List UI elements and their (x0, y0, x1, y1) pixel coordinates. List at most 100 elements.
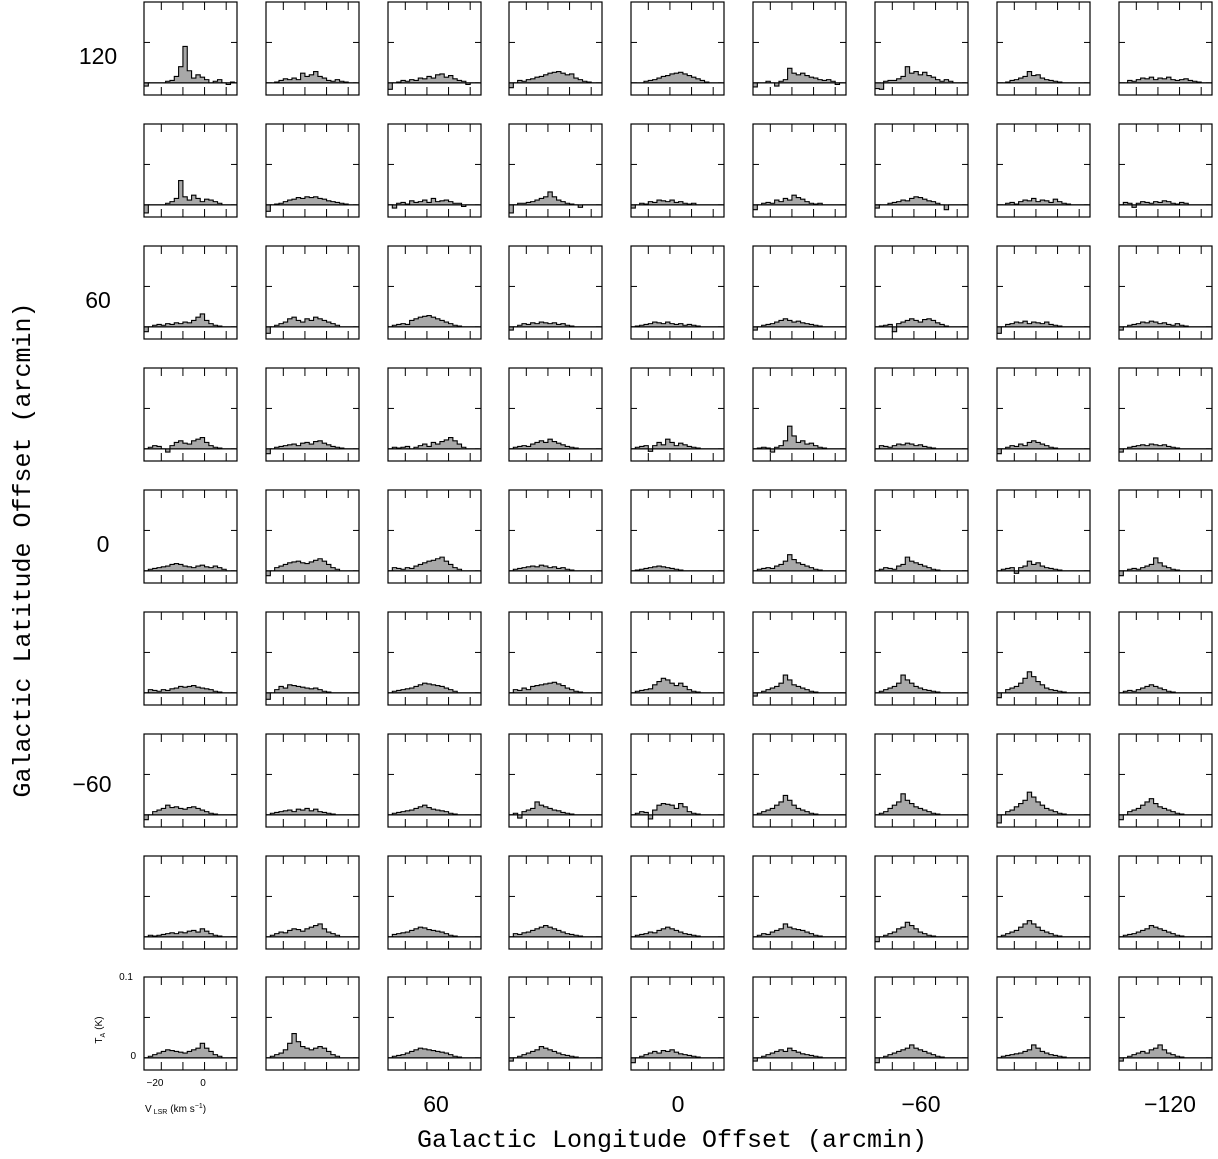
spectrum-line (631, 926, 722, 938)
panel-frame (752, 367, 847, 462)
spectrum-fill (388, 437, 479, 449)
x-tick-label: −120 (1144, 1091, 1196, 1117)
spectrum-panel (508, 976, 603, 1071)
spectrum-line (753, 1047, 844, 1062)
spectrum-fill (1119, 321, 1210, 331)
spectrum-fill (266, 558, 357, 576)
panel-frame (1118, 611, 1213, 706)
spectrum-panel (996, 611, 1091, 706)
panel-frame (508, 489, 603, 584)
spectrum-panel (752, 1, 847, 96)
panel-frame (996, 976, 1091, 1071)
spectrum-panel (630, 123, 725, 218)
panel-frame (265, 367, 360, 462)
panel-frame (630, 489, 725, 584)
spectrum-line (753, 554, 844, 572)
panel-y-axis-label: TA(K) (94, 1016, 107, 1043)
spectrum-panel (387, 123, 482, 218)
panel-frame (508, 1, 603, 96)
panel-frame (387, 611, 482, 706)
spectrum-panel (630, 1, 725, 96)
panel-frame (996, 489, 1091, 584)
spectrum-panel (630, 855, 725, 950)
spectrum-line (144, 437, 235, 453)
panel-frame (508, 976, 603, 1071)
spectrum-panel (630, 733, 725, 828)
spectrum-line (1119, 76, 1210, 84)
panel-frame (752, 1, 847, 96)
spectrum-line (266, 71, 357, 84)
panel-frame (874, 611, 969, 706)
spectrum-line (509, 438, 600, 450)
panel-frame (143, 733, 238, 828)
panel-frame (143, 976, 238, 1071)
panel-frame (387, 733, 482, 828)
spectrum-line (875, 318, 966, 333)
spectrum-panel (996, 733, 1091, 828)
spectrum-panel (143, 489, 238, 584)
spectrum-panel (143, 245, 238, 340)
spectrum-panel (508, 1, 603, 96)
panel-frame (752, 611, 847, 706)
spectrum-panel (265, 489, 360, 584)
panel-frame (630, 245, 725, 340)
spectrum-line (875, 66, 966, 90)
panel-frame (387, 245, 482, 340)
spectrum-panel (996, 489, 1091, 584)
panel-frame (1118, 489, 1213, 584)
spectrum-fill (631, 927, 722, 937)
spectrum-panel (996, 367, 1091, 462)
spectrum-panel (996, 976, 1091, 1071)
panel-frame (387, 1, 482, 96)
spectrum-panel (630, 611, 725, 706)
spectrum-line (631, 803, 722, 820)
spectrum-fill (388, 1048, 479, 1058)
spectrum-fill (144, 685, 235, 693)
panel-frame (1118, 855, 1213, 950)
spectrum-line (388, 73, 479, 90)
spectrum-panel (874, 976, 969, 1071)
panel-frame (996, 733, 1091, 828)
spectrum-fill (1119, 798, 1210, 820)
spectrum-fill (266, 923, 357, 937)
spectrum-line (753, 318, 844, 331)
spectrum-panel (143, 1, 238, 96)
spectrum-fill (1119, 200, 1210, 208)
spectrum-panel (1118, 855, 1213, 950)
spectrum-fill (509, 565, 600, 571)
y-tick-label: 60 (85, 287, 111, 313)
panel-frame (874, 123, 969, 218)
spectrum-panel (508, 611, 603, 706)
spectrum-panel (1118, 1, 1213, 96)
spectrum-panel (265, 245, 360, 340)
spectrum-fill (388, 315, 479, 327)
spectrum-panel (874, 733, 969, 828)
spectrum-panel (387, 611, 482, 706)
panel-frame (508, 611, 603, 706)
spectrum-panel (143, 367, 238, 462)
spectrum-line (266, 923, 357, 938)
spectrum-fill (266, 440, 357, 454)
spectrum-fill (388, 927, 479, 937)
panel-x-axis-label: V LSR (km s−1) (145, 1103, 206, 1116)
spectrum-panel (752, 855, 847, 950)
panel-frame (508, 245, 603, 340)
spectrum-panel (387, 733, 482, 828)
panel-frame (508, 855, 603, 950)
spectrum-panel (265, 367, 360, 462)
spectrum-panel (143, 855, 238, 950)
spectrum-fill (266, 684, 357, 700)
spectrum-fill (997, 920, 1088, 937)
spectrum-fill (1119, 1044, 1210, 1062)
spectrum-line (144, 928, 235, 938)
spectrum-fill (875, 557, 966, 571)
spectrum-line (266, 196, 357, 212)
panel-frame (630, 611, 725, 706)
spectrum-panel (752, 367, 847, 462)
spectrum-fill (753, 195, 844, 210)
spectrum-panel (143, 123, 238, 218)
spectrum-panel (387, 976, 482, 1071)
panel-frame (874, 1, 969, 96)
panel-frame (387, 123, 482, 218)
spectrum-line (875, 196, 966, 211)
